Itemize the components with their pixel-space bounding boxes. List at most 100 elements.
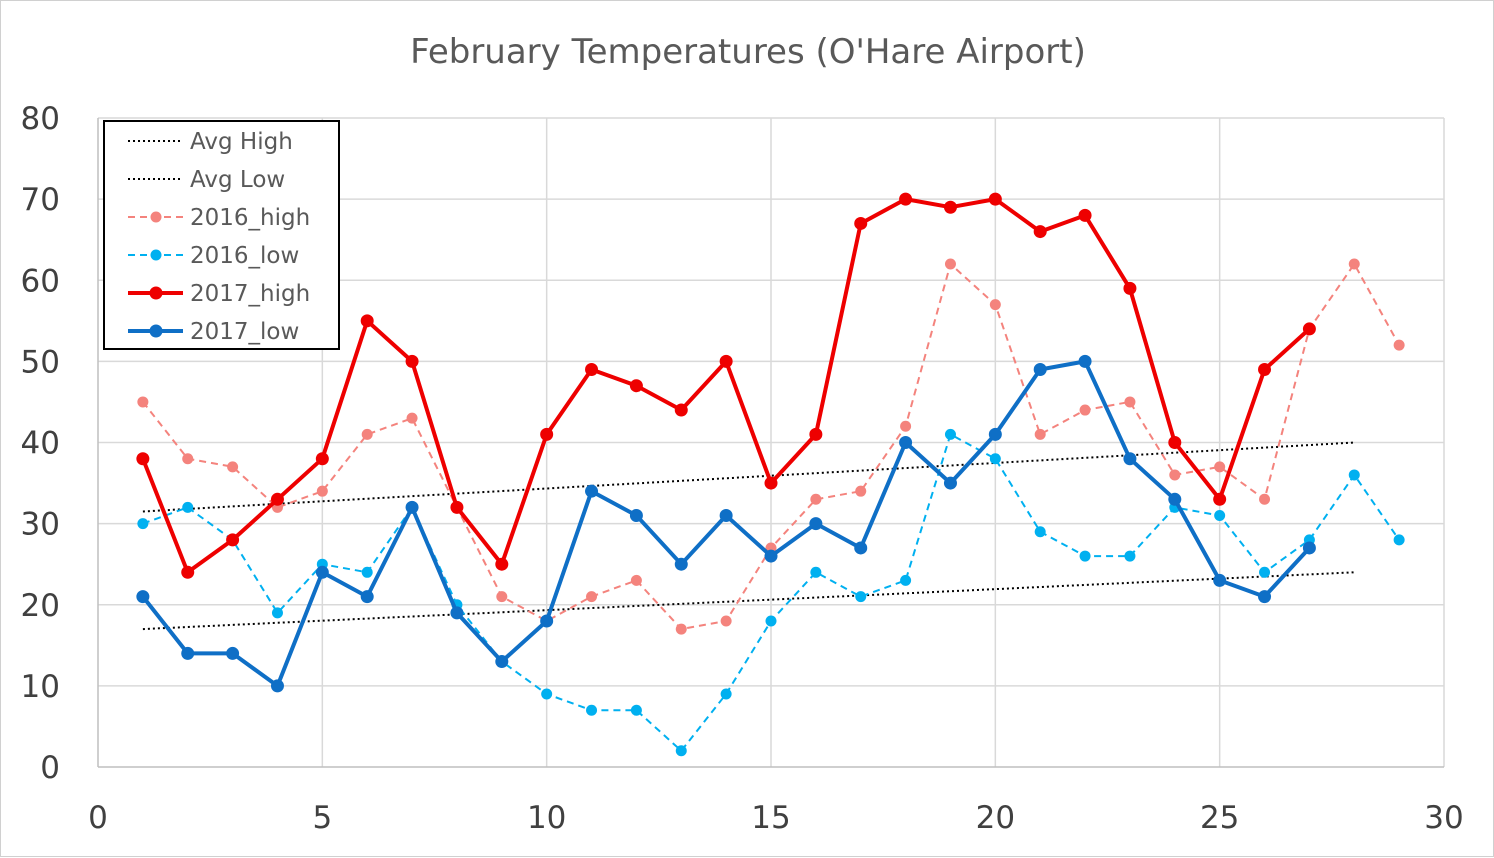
legend-item[interactable]: 2016_high	[128, 205, 310, 231]
data-point[interactable]	[988, 427, 1002, 441]
data-point[interactable]	[630, 574, 642, 586]
data-point[interactable]	[1393, 534, 1405, 546]
data-point[interactable]	[1168, 492, 1182, 506]
data-point[interactable]	[629, 379, 643, 393]
data-point[interactable]	[1302, 322, 1316, 336]
data-point[interactable]	[137, 396, 149, 408]
data-point[interactable]	[1033, 225, 1047, 239]
data-point[interactable]	[720, 615, 732, 627]
data-point[interactable]	[989, 453, 1001, 465]
data-point[interactable]	[943, 476, 957, 490]
data-point[interactable]	[809, 427, 823, 441]
data-point[interactable]	[405, 500, 419, 514]
data-point[interactable]	[809, 517, 823, 531]
data-point[interactable]	[182, 453, 194, 465]
data-point[interactable]	[1034, 428, 1046, 440]
data-point[interactable]	[1078, 354, 1092, 368]
data-point[interactable]	[450, 500, 464, 514]
data-point[interactable]	[1259, 493, 1271, 505]
legend-item[interactable]: 2017_low	[128, 319, 299, 345]
data-point[interactable]	[765, 615, 777, 627]
data-point[interactable]	[1168, 436, 1182, 449]
legend-item[interactable]: 2017_high	[128, 281, 310, 307]
data-point[interactable]	[137, 518, 149, 530]
data-point[interactable]	[1393, 339, 1405, 351]
data-point[interactable]	[226, 646, 240, 660]
data-point[interactable]	[944, 258, 956, 270]
data-point[interactable]	[719, 354, 733, 368]
data-point[interactable]	[1258, 590, 1272, 604]
data-point[interactable]	[1214, 461, 1226, 473]
data-point[interactable]	[360, 314, 374, 328]
legend[interactable]: Avg High Avg Low 2016_high 2016_low 2017_hig…	[103, 120, 340, 350]
data-point[interactable]	[854, 216, 868, 230]
data-point[interactable]	[226, 533, 240, 547]
data-point[interactable]	[1034, 526, 1046, 538]
data-point[interactable]	[900, 420, 912, 432]
data-point[interactable]	[675, 745, 687, 757]
data-point[interactable]	[674, 403, 688, 417]
data-point[interactable]	[900, 574, 912, 586]
data-point[interactable]	[585, 362, 599, 376]
data-point[interactable]	[1079, 404, 1091, 416]
data-point[interactable]	[585, 484, 599, 498]
data-point[interactable]	[988, 192, 1002, 206]
data-point[interactable]	[1213, 573, 1227, 587]
data-point[interactable]	[943, 200, 957, 214]
data-point[interactable]	[630, 704, 642, 716]
data-point[interactable]	[1123, 281, 1137, 295]
data-point[interactable]	[495, 655, 509, 669]
legend-item[interactable]: 2016_low	[128, 243, 299, 269]
data-point[interactable]	[270, 492, 284, 506]
data-point[interactable]	[271, 607, 283, 619]
data-point[interactable]	[316, 485, 328, 497]
data-point[interactable]	[1079, 550, 1091, 562]
data-point[interactable]	[540, 427, 554, 441]
data-point[interactable]	[675, 623, 687, 635]
data-point[interactable]	[855, 591, 867, 603]
data-point[interactable]	[495, 557, 509, 571]
data-point[interactable]	[1258, 362, 1272, 376]
data-point[interactable]	[586, 704, 598, 716]
data-point[interactable]	[674, 557, 688, 571]
data-point[interactable]	[899, 436, 913, 449]
data-point[interactable]	[1078, 208, 1092, 222]
data-point[interactable]	[136, 590, 150, 604]
data-point[interactable]	[361, 428, 373, 440]
data-point[interactable]	[315, 452, 329, 466]
data-point[interactable]	[1123, 452, 1137, 466]
legend-item[interactable]: Avg High	[128, 129, 293, 155]
data-point[interactable]	[1124, 396, 1136, 408]
data-point[interactable]	[629, 509, 643, 523]
data-point[interactable]	[270, 679, 284, 693]
data-point[interactable]	[586, 591, 598, 603]
data-point[interactable]	[1124, 550, 1136, 562]
data-point[interactable]	[1259, 566, 1271, 578]
data-point[interactable]	[541, 688, 553, 700]
data-point[interactable]	[136, 452, 150, 466]
data-point[interactable]	[720, 688, 732, 700]
data-point[interactable]	[719, 509, 733, 523]
data-point[interactable]	[406, 412, 418, 424]
legend-item[interactable]: Avg Low	[128, 167, 285, 193]
data-point[interactable]	[1214, 510, 1226, 522]
data-point[interactable]	[899, 192, 913, 206]
data-point[interactable]	[1213, 492, 1227, 506]
data-point[interactable]	[405, 354, 419, 368]
data-point[interactable]	[182, 501, 194, 513]
data-point[interactable]	[360, 590, 374, 604]
data-point[interactable]	[1348, 469, 1360, 481]
data-point[interactable]	[181, 646, 195, 660]
data-point[interactable]	[944, 428, 956, 440]
data-point[interactable]	[1169, 469, 1181, 481]
data-point[interactable]	[764, 476, 778, 490]
data-point[interactable]	[989, 299, 1001, 311]
data-point[interactable]	[810, 566, 822, 578]
data-point[interactable]	[1348, 258, 1360, 270]
data-point[interactable]	[540, 614, 554, 628]
data-point[interactable]	[450, 606, 464, 620]
data-point[interactable]	[315, 565, 329, 579]
data-point[interactable]	[855, 485, 867, 497]
data-point[interactable]	[1302, 541, 1316, 555]
data-point[interactable]	[810, 493, 822, 505]
